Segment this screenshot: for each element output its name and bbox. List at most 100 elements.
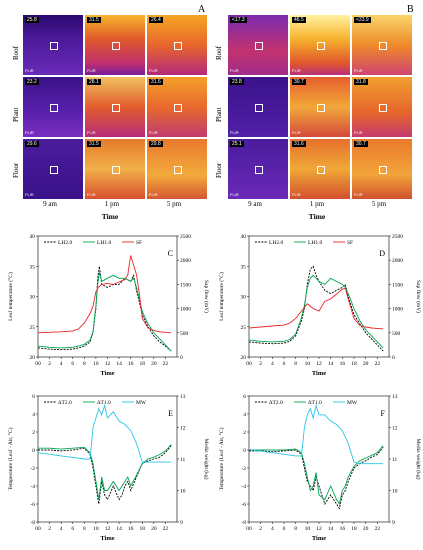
- series-line-lh10: [248, 274, 384, 349]
- y2-tick-label: 500: [180, 331, 189, 337]
- temperature-readout: 30.7: [354, 141, 368, 147]
- thermal-image: 25.8 FLIR: [22, 14, 84, 76]
- y2-tick-label: 10: [392, 489, 398, 495]
- flir-logo: FLIR: [25, 130, 34, 135]
- thermal-panel-a: A Roof Plant Floor 25.8 FLIR 31.5 FLIR 26.4 F…: [0, 0, 211, 222]
- panel-letter-a: A: [198, 4, 206, 15]
- measurement-box: [255, 166, 263, 174]
- y-tick-label: 2: [243, 430, 246, 436]
- y2-axis-title: Media weight (kg): [415, 439, 422, 480]
- temperature-readout: <17.3: [230, 17, 247, 23]
- measurement-box: [255, 104, 263, 112]
- x-tick-label: 20: [363, 526, 369, 532]
- flir-logo: FLIR: [230, 68, 239, 73]
- flir-logo: FLIR: [87, 192, 96, 197]
- legend-label: LH2.0: [58, 240, 72, 246]
- series-line-t20: [249, 447, 384, 510]
- y-tick-label: -8: [241, 520, 246, 526]
- measurement-box: [174, 104, 182, 112]
- y-tick-label: -2: [30, 466, 35, 472]
- x-tick-label: 18: [140, 526, 146, 532]
- flir-logo: FLIR: [149, 130, 158, 135]
- thermal-image: 30.7 FLIR: [289, 76, 351, 138]
- y2-tick-label: 1500: [180, 282, 191, 288]
- legend-label: SF: [347, 240, 353, 246]
- row-label-floor: Floor: [12, 162, 20, 178]
- flir-logo: FLIR: [87, 130, 96, 135]
- thermal-panel-b: B Roof Plant Floor <17.3 FLIR 46.5 FLIR <33.…: [211, 0, 423, 222]
- flir-logo: FLIR: [149, 192, 158, 197]
- x-tick-label: 2: [259, 361, 262, 367]
- y-tick-label: 6: [32, 394, 35, 400]
- series-line-t20: [38, 445, 172, 505]
- col-label-1pm: 1 pm: [104, 200, 120, 208]
- measurement-box: [112, 166, 120, 174]
- y-tick-label: 6: [243, 394, 246, 400]
- measurement-box: [379, 104, 387, 112]
- x-tick-label: 00: [35, 526, 41, 532]
- x-tick-label: 20: [151, 526, 157, 532]
- y2-tick-label: 9: [180, 520, 183, 526]
- row-label-roof: Roof: [12, 46, 20, 60]
- x-tick-label: 22: [375, 361, 381, 367]
- y2-tick-label: 9: [392, 520, 395, 526]
- thermal-image: 23.8 FLIR: [227, 76, 289, 138]
- legend-label: ΔT2.0: [269, 400, 283, 406]
- x-tick-label: 2: [259, 526, 262, 532]
- y-tick-label: -4: [241, 484, 246, 490]
- x-tick-label: 4: [271, 526, 274, 532]
- plot-frame: [37, 395, 178, 523]
- y-tick-label: 20: [241, 355, 247, 361]
- legend-label: MW: [347, 400, 358, 406]
- temperature-readout: 46.5: [292, 17, 306, 23]
- col-label-9am: 9 am: [248, 200, 262, 208]
- x-axis-title: Time: [100, 535, 114, 542]
- series-line-sf: [37, 255, 172, 334]
- measurement-box: [317, 104, 325, 112]
- thermal-image: 31.5 FLIR: [84, 138, 146, 200]
- temperature-readout: 26.4: [149, 17, 163, 23]
- y2-tick-label: 11: [180, 457, 186, 463]
- x-tick-label: 00: [246, 361, 252, 367]
- x-tick-label: 10: [93, 361, 99, 367]
- y2-tick-label: 1500: [392, 282, 403, 288]
- y-tick-label: 20: [30, 355, 36, 361]
- x-tick-label: 2: [48, 361, 51, 367]
- x-tick-label: 18: [140, 361, 146, 367]
- x-tick-label: 8: [294, 526, 297, 532]
- flir-logo: FLIR: [149, 68, 158, 73]
- x-tick-label: 00: [35, 361, 41, 367]
- y2-axis-title: Sap flow (mV): [203, 280, 210, 313]
- x-tick-label: 10: [93, 526, 99, 532]
- x-tick-label: 2: [48, 526, 51, 532]
- y2-tick-label: 2000: [180, 258, 191, 264]
- x-tick-label: 12: [105, 526, 111, 532]
- x-axis-title: Time: [312, 535, 326, 542]
- measurement-box: [50, 166, 58, 174]
- y2-tick-label: 12: [180, 426, 186, 432]
- x-tick-label: 4: [271, 361, 274, 367]
- x-axis-title: Time: [100, 370, 114, 377]
- y-tick-label: 4: [243, 412, 246, 418]
- y2-tick-label: 2500: [392, 234, 403, 240]
- y2-tick-label: 2500: [180, 234, 191, 240]
- measurement-box: [379, 166, 387, 174]
- x-tick-label: 22: [375, 526, 381, 532]
- y2-tick-label: 1000: [392, 307, 403, 313]
- series-line-lh20: [37, 266, 172, 352]
- x-tick-label: 16: [128, 526, 134, 532]
- thermal-image: 29.6 FLIR: [22, 138, 84, 200]
- col-label-5pm: 5 pm: [166, 200, 182, 208]
- y-tick-label: 35: [241, 264, 247, 270]
- flir-logo: FLIR: [354, 68, 363, 73]
- y-axis-title: Temperature (Leaf - Air, °C): [7, 427, 14, 490]
- measurement-box: [174, 42, 182, 50]
- temperature-readout: 31.6: [292, 141, 306, 147]
- time-axis-title: Time: [308, 212, 326, 221]
- y-tick-label: -4: [30, 484, 35, 490]
- y2-tick-label: 500: [392, 331, 401, 337]
- x-tick-label: 6: [71, 526, 74, 532]
- col-label-9am: 9 am: [43, 200, 57, 208]
- x-tick-label: 22: [163, 361, 169, 367]
- flir-logo: FLIR: [25, 192, 34, 197]
